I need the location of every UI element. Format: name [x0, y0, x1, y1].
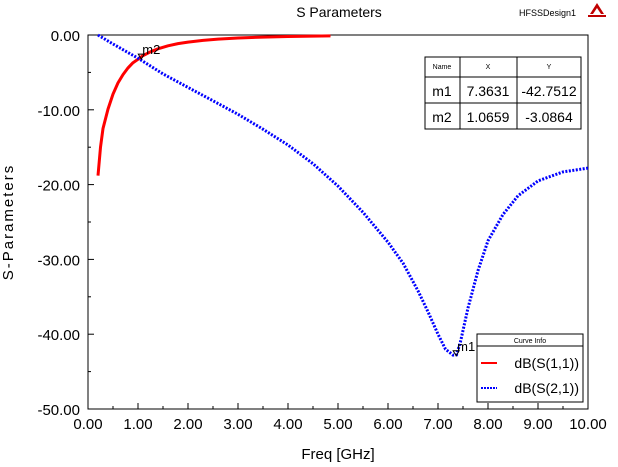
y-tick-label: -40.00 [37, 327, 80, 344]
marker-m2-symbol [137, 53, 146, 61]
chart-title: S Parameters [296, 4, 382, 20]
legend-entry-s11: dB(S(1,1)) [514, 355, 579, 371]
x-tick-label: 5.00 [323, 416, 352, 433]
table-cell-m1-name: m1 [432, 83, 452, 99]
x-tick-label: 2.00 [173, 416, 202, 433]
x-tick-label: 10.00 [569, 416, 607, 433]
legend-entry-s21: dB(S(2,1)) [514, 380, 579, 396]
marker-m1-label: m1 [457, 339, 475, 354]
x-tick-label: 3.00 [223, 416, 252, 433]
x-tick-label: 4.00 [273, 416, 302, 433]
y-axis-ticks: 0.00 -10.00 -20.00 -30.00 -40.00 -50.00 [37, 28, 94, 419]
table-header-name: Name [433, 64, 452, 71]
table-cell-m1-y: -42.7512 [521, 83, 576, 99]
y-tick-label: -30.00 [37, 252, 80, 269]
x-axis-label: Freq [GHz] [301, 446, 374, 463]
table-header-y: Y [547, 64, 552, 71]
x-tick-label: 9.00 [523, 416, 552, 433]
y-tick-label: 0.00 [51, 28, 80, 45]
marker-m1-symbol [452, 350, 461, 357]
table-cell-m2-x: 1.0659 [467, 109, 510, 125]
table-cell-m2-name: m2 [432, 109, 452, 125]
x-axis-ticks: 0.00 1.00 2.00 3.00 4.00 5.00 6.00 7.00 8.00 9.00… [73, 403, 607, 433]
x-tick-label: 6.00 [373, 416, 402, 433]
x-tick-label: 1.00 [123, 416, 152, 433]
y-tick-label: -20.00 [37, 178, 80, 195]
table-header-x: X [486, 64, 491, 71]
x-tick-label: 0.00 [73, 416, 102, 433]
series-group [96, 33, 589, 357]
y-axis-label: S-Parameters [0, 164, 17, 281]
legend-title: Curve Info [514, 338, 546, 345]
y-tick-label: -10.00 [37, 103, 80, 120]
marker-m2-label: m2 [142, 42, 160, 57]
x-tick-label: 7.00 [423, 416, 452, 433]
x-tick-label: 8.00 [473, 416, 502, 433]
y-tick-label: -50.00 [37, 402, 80, 419]
table-cell-m1-x: 7.3631 [467, 83, 510, 99]
markers-group: m1 m2 [137, 42, 475, 357]
legend: Curve Info dB(S(1,1)) dB(S(2,1)) [476, 333, 584, 403]
design-name: HFSSDesign1 [519, 8, 576, 18]
marker-table: Name X Y m1 7.3631 -42.7512 m2 1.0659 -3… [424, 56, 582, 130]
table-cell-m2-y: -3.0864 [525, 109, 573, 125]
ansoft-logo-icon [588, 3, 606, 17]
series-line-s11 [96, 34, 331, 176]
series-line-s21 [97, 33, 589, 357]
